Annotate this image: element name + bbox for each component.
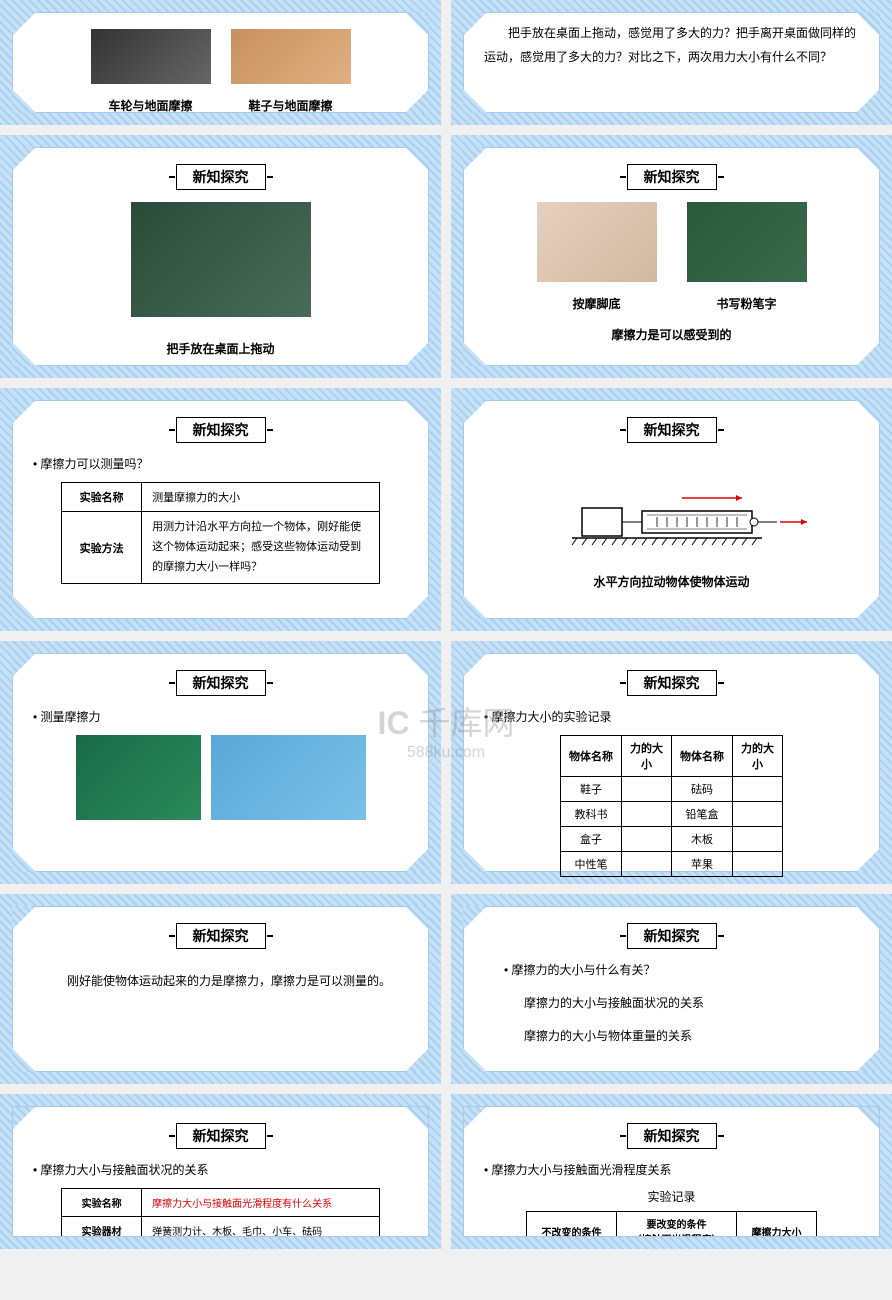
- image-hands: [131, 202, 311, 317]
- text-content: 把手放在桌面上拖动，感觉用了多大的力？把手离开桌面做同样的运动，感觉用了多大的力…: [484, 21, 859, 69]
- image-shoe: [231, 29, 351, 84]
- bullet: 测量摩擦力: [33, 708, 408, 725]
- bullet: 摩擦力大小与接触面状况的关系: [33, 1161, 408, 1178]
- caption: 水平方向拉动物体使物体运动: [484, 573, 859, 590]
- caption: 把手放在桌面上拖动: [33, 340, 408, 357]
- slide-5-right: 新知探究 摩擦力的大小与什么有关？ 摩擦力的大小与接触面状况的关系 摩擦力的大小…: [451, 894, 892, 1084]
- caption: 按摩脚底: [537, 295, 657, 312]
- slide-4-left: 新知探究 测量摩擦力: [0, 641, 441, 884]
- slide-6-left: 新知探究 摩擦力大小与接触面状况的关系 实验名称摩擦力大小与接触面光滑程度有什么…: [0, 1094, 441, 1249]
- badge-title: 新知探究: [176, 923, 266, 949]
- badge-title: 新知探究: [176, 417, 266, 443]
- badge-title: 新知探究: [627, 1123, 717, 1149]
- force-diagram: [484, 473, 859, 558]
- badge-title: 新知探究: [627, 417, 717, 443]
- slide-4-right: 新知探究 摩擦力大小的实验记录 物体名称力的大小 物体名称力的大小 鞋子砝码 教…: [451, 641, 892, 884]
- bullet: 摩擦力可以测量吗？: [33, 455, 408, 472]
- slide-1-left: 车轮与地面摩擦 鞋子与地面摩擦: [0, 0, 441, 125]
- slide-6-right: 新知探究 摩擦力大小与接触面光滑程度关系 实验记录 不改变的条件 要改变的条件 …: [451, 1094, 892, 1249]
- line1: 摩擦力的大小与接触面状况的关系: [524, 994, 859, 1011]
- image-measure2: [211, 735, 366, 820]
- slide-1-right: 把手放在桌面上拖动，感觉用了多大的力？把手离开桌面做同样的运动，感觉用了多大的力…: [451, 0, 892, 125]
- slide-5-left: 新知探究 刚好能使物体运动起来的力是摩擦力，摩擦力是可以测量的。: [0, 894, 441, 1084]
- slide-3-left: 新知探究 摩擦力可以测量吗？ 实验名称测量摩擦力的大小 实验方法用测力计沿水平方…: [0, 388, 441, 631]
- bullet: 摩擦力的大小与什么有关？: [504, 961, 859, 978]
- image-chalk: [687, 202, 807, 282]
- image-wheel: [91, 29, 211, 84]
- badge-title: 新知探究: [627, 670, 717, 696]
- record-table: 物体名称力的大小 物体名称力的大小 鞋子砝码 教科书铅笔盒 盒子木板 中性笔苹果: [560, 735, 783, 877]
- badge-title: 新知探究: [627, 923, 717, 949]
- slide-2-right: 新知探究 按摩脚底 书写粉笔字 摩擦力是可以感受到的: [451, 135, 892, 378]
- caption: 车轮与地面摩擦: [91, 97, 211, 114]
- bullet: 摩擦力大小与接触面光滑程度关系: [484, 1161, 859, 1178]
- image-foot: [537, 202, 657, 282]
- badge-title: 新知探究: [176, 1123, 266, 1149]
- badge-title: 新知探究: [627, 164, 717, 190]
- slide-2-left: 新知探究 把手放在桌面上拖动: [0, 135, 441, 378]
- caption: 书写粉笔字: [687, 295, 807, 312]
- text-content: 刚好能使物体运动起来的力是摩擦力，摩擦力是可以测量的。: [33, 969, 408, 993]
- record-table: 不改变的条件 要改变的条件 （接触面光滑程度） 摩擦力大小: [526, 1211, 817, 1237]
- bullet: 摩擦力大小的实验记录: [484, 708, 859, 725]
- line2: 摩擦力的大小与物体重量的关系: [524, 1027, 859, 1044]
- caption: 鞋子与地面摩擦: [231, 97, 351, 114]
- subtitle: 实验记录: [484, 1188, 859, 1205]
- badge-title: 新知探究: [176, 670, 266, 696]
- bottom-text: 摩擦力是可以感受到的: [484, 326, 859, 343]
- image-measure1: [76, 735, 201, 820]
- experiment-table: 实验名称测量摩擦力的大小 实验方法用测力计沿水平方向拉一个物体，刚好能使这个物体…: [61, 482, 380, 584]
- experiment-table: 实验名称摩擦力大小与接触面光滑程度有什么关系 实验器材弹簧测力计、木板、毛巾、小…: [61, 1188, 380, 1237]
- badge-title: 新知探究: [176, 164, 266, 190]
- slide-3-right: 新知探究: [451, 388, 892, 631]
